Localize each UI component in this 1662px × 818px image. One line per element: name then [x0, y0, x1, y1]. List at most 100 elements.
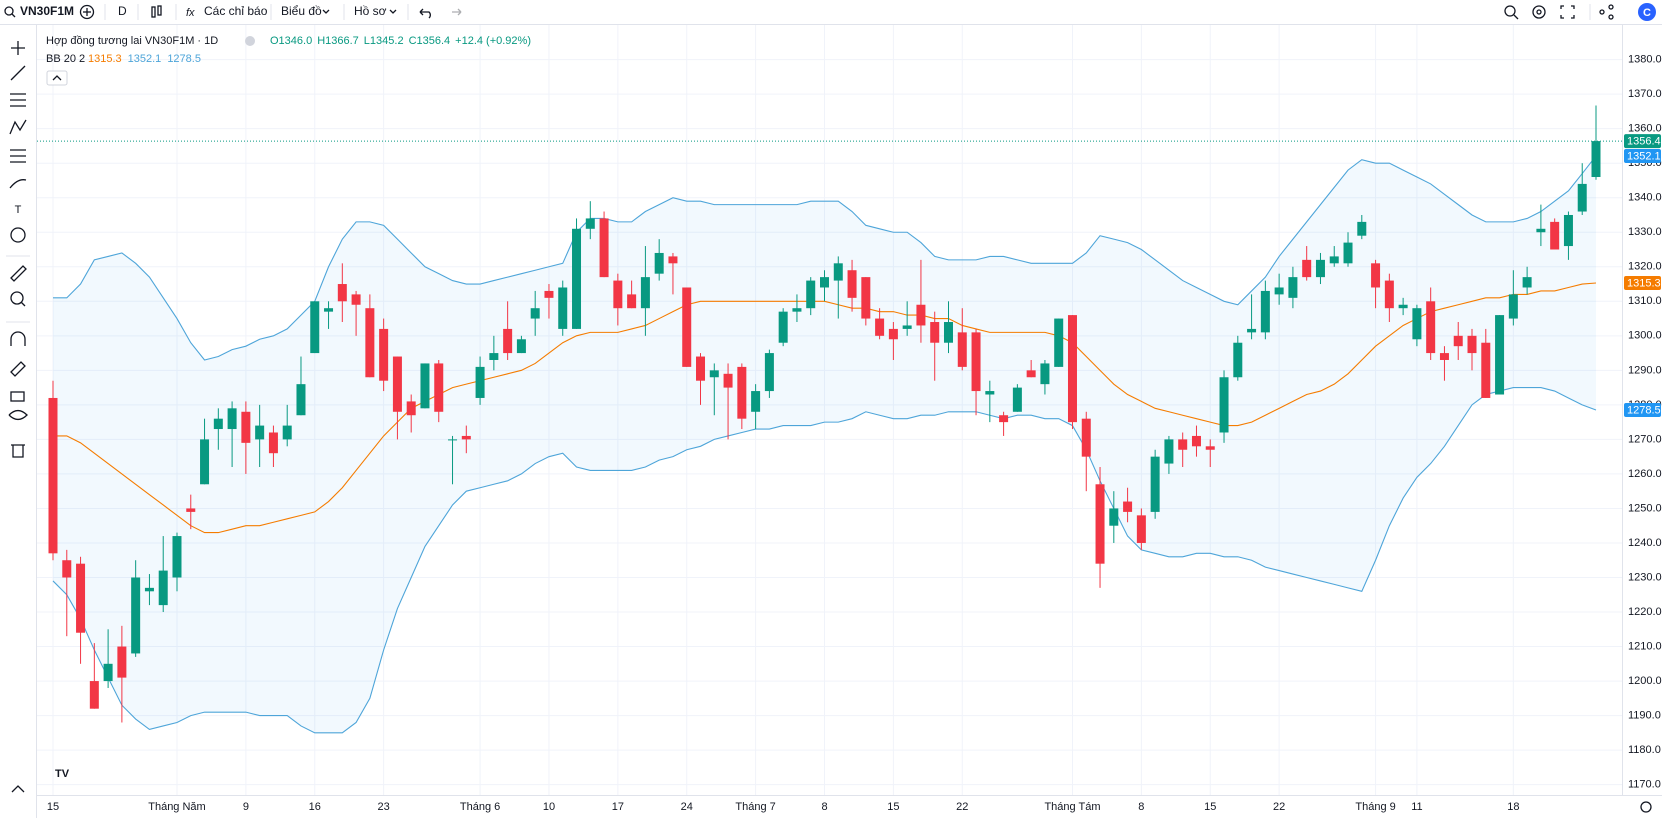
indicator-value: 1352.1	[128, 53, 162, 65]
brand-logo[interactable]	[1638, 3, 1656, 21]
candle-body	[1398, 304, 1408, 309]
candle-body	[365, 308, 375, 378]
top-right-tools: C	[1504, 3, 1656, 21]
symbol[interactable]: VN30F1M	[20, 4, 74, 18]
candle-body	[1536, 228, 1546, 233]
x-tick-label: 17	[612, 801, 624, 813]
x-tick-label: 15	[1204, 801, 1216, 813]
magnet-tool[interactable]	[10, 331, 26, 346]
interval[interactable]: D	[118, 4, 127, 18]
candle-body	[62, 560, 72, 578]
measure-tool[interactable]	[10, 265, 27, 282]
symbol-search[interactable]: VN30F1M	[4, 4, 74, 18]
candle-body	[103, 663, 113, 682]
collapse-toolbar[interactable]	[11, 785, 25, 793]
share-button[interactable]	[1599, 4, 1614, 20]
visibility-tool[interactable]	[8, 409, 28, 421]
bollinger-upper	[53, 155, 1597, 361]
candle-body	[902, 325, 912, 329]
fib-tool[interactable]	[10, 93, 26, 107]
candle-body	[1495, 315, 1505, 395]
search-button[interactable]	[1504, 5, 1519, 20]
candle-body	[255, 425, 265, 440]
chart-type-button[interactable]: Biểu đồ	[281, 4, 322, 18]
candle-body	[351, 294, 361, 305]
candle-body	[1123, 501, 1133, 512]
profile-button[interactable]: Hồ sơ	[354, 4, 387, 18]
candle-body	[1150, 456, 1160, 512]
legend-collapse[interactable]	[46, 70, 68, 86]
candle-body	[461, 435, 471, 440]
candle-body	[1164, 439, 1174, 464]
candle-body	[406, 401, 416, 416]
brush-tool[interactable]	[9, 179, 27, 189]
candle-type-button[interactable]	[151, 5, 162, 18]
x-tick-label: Tháng 6	[460, 801, 500, 813]
x-tick-label: 8	[1138, 801, 1144, 813]
candle-body	[241, 411, 251, 443]
y-tick-label: 1290.0	[1628, 364, 1662, 376]
candle-body	[1453, 335, 1463, 347]
y-tick-label: 1320.0	[1628, 261, 1662, 273]
settings-button[interactable]	[1532, 5, 1546, 19]
icon-tool[interactable]	[10, 227, 26, 243]
candle-body	[999, 415, 1009, 423]
pattern-tool[interactable]	[9, 119, 27, 135]
x-tick-label: Tháng Tám	[1044, 801, 1100, 813]
dropdown-caret	[322, 9, 330, 14]
candle-body	[227, 408, 237, 430]
candle-body	[833, 263, 843, 281]
candle-body	[916, 304, 926, 326]
y-tick-label: 1230.0	[1628, 571, 1662, 583]
candle-body	[682, 287, 692, 367]
zoom-tool[interactable]	[10, 291, 26, 307]
delete-tool[interactable]	[11, 444, 25, 458]
prediction-tool[interactable]	[10, 149, 26, 163]
candle-body	[420, 363, 430, 409]
candle-body	[337, 284, 347, 302]
redo-button[interactable]	[452, 8, 462, 16]
basis-tag-box	[1624, 275, 1661, 290]
candle-body	[599, 218, 609, 278]
drawing-toolbar: T	[6, 25, 37, 818]
fx-icon[interactable]: fx	[186, 7, 195, 19]
lock-drawing-tool[interactable]	[10, 361, 26, 377]
legend-collapse-caret	[52, 75, 62, 81]
candle-body	[627, 294, 637, 309]
crosshair-tool[interactable]	[11, 41, 25, 55]
fullscreen-button[interactable]	[1560, 5, 1575, 19]
x-tick-label: 22	[956, 801, 968, 813]
y-tick-label: 1170.0	[1628, 779, 1661, 791]
candle-body	[1577, 183, 1587, 212]
settings-axis[interactable]	[1640, 801, 1652, 813]
tv-logo: TV	[55, 768, 70, 780]
y-tick-label: 1200.0	[1628, 675, 1662, 687]
y-tick-label: 1340.0	[1628, 192, 1662, 204]
text-tool[interactable]: T	[15, 204, 22, 216]
candle-body	[1481, 342, 1491, 398]
candle-body	[640, 277, 650, 309]
quote-value: C1356.4	[409, 35, 451, 47]
candle-body	[985, 391, 995, 395]
candle-body	[1384, 280, 1394, 309]
lock-tool[interactable]	[10, 391, 25, 402]
undo-button[interactable]	[419, 8, 431, 19]
lower-band-tag: 1278.5	[1627, 404, 1661, 416]
candle-body	[282, 425, 292, 440]
compare-button[interactable]	[79, 4, 95, 20]
indicators-button[interactable]: Các chỉ báo	[204, 4, 268, 18]
indicator-value: 1278.5	[167, 53, 201, 65]
candle-body	[324, 308, 334, 312]
x-tick-label: 23	[378, 801, 390, 813]
candle-body	[1522, 277, 1532, 288]
candle-body	[1591, 141, 1601, 178]
candle-body	[1329, 256, 1339, 264]
candle-body	[434, 363, 444, 412]
candle-body	[1026, 370, 1036, 378]
candle-body	[310, 301, 320, 354]
candle-body	[1357, 221, 1367, 236]
candle-body	[723, 373, 733, 388]
trendline-tool[interactable]	[10, 65, 26, 81]
x-tick-label: 11	[1411, 801, 1422, 813]
